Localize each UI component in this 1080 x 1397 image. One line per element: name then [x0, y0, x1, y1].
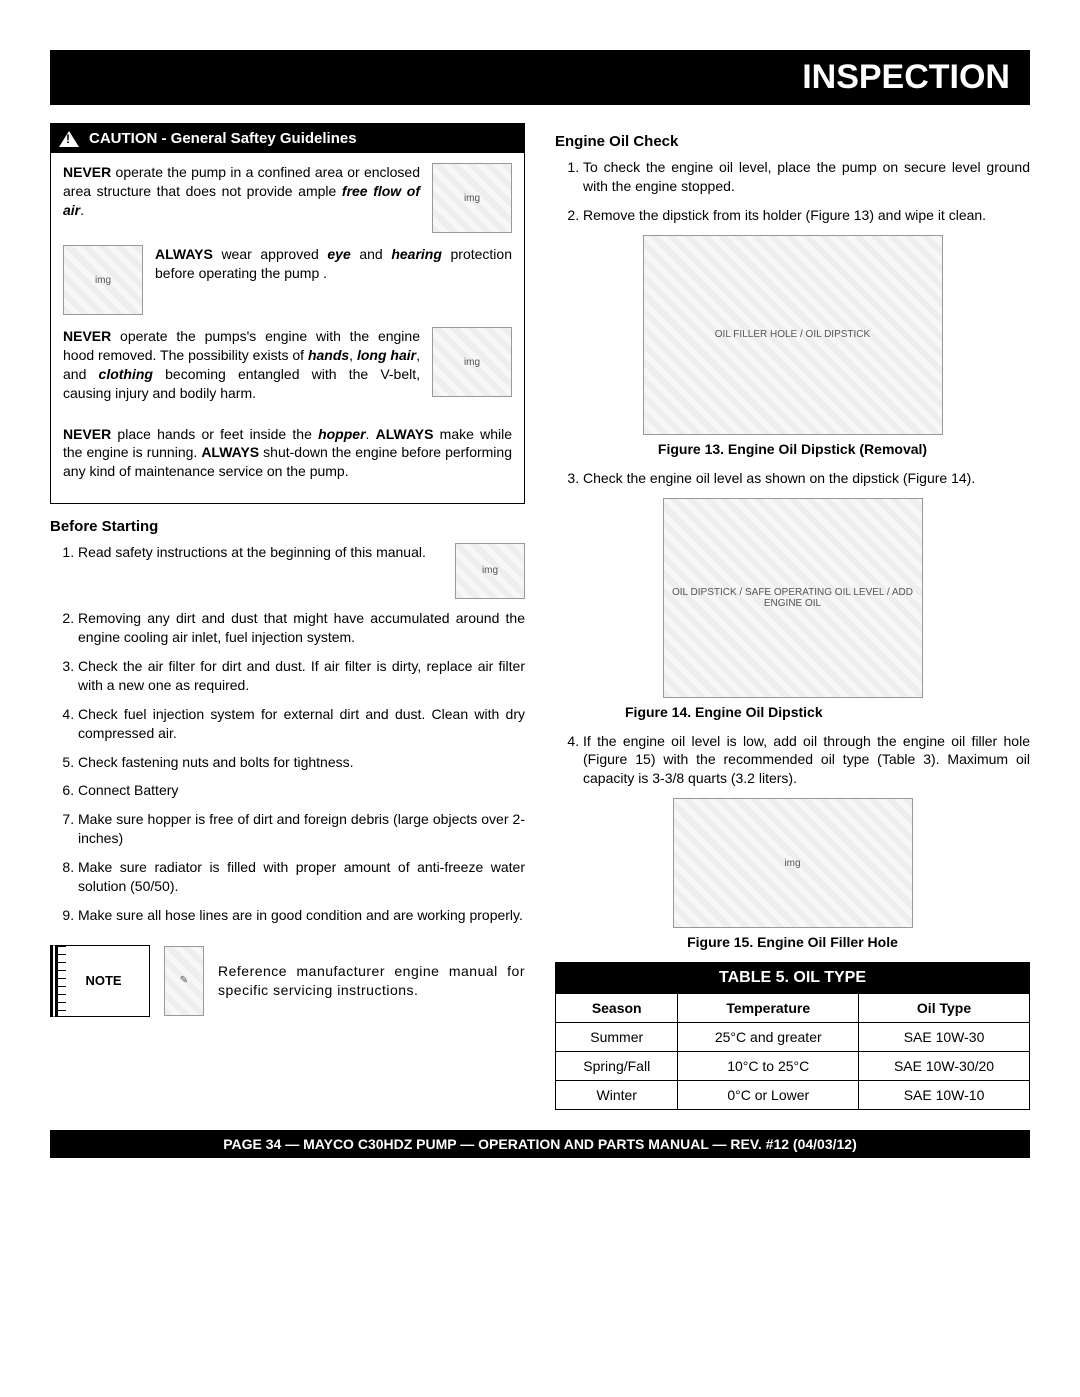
oil-check-header: Engine Oil Check — [555, 133, 1030, 150]
list-item: Check the engine oil level as shown on t… — [583, 469, 1030, 488]
list-item: Check fastening nuts and bolts for tight… — [78, 753, 525, 772]
table-header: Oil Type — [859, 994, 1030, 1023]
caution-box: CAUTION - General Saftey Guidelines NEVE… — [50, 123, 525, 504]
table-header: Temperature — [678, 994, 859, 1023]
belt-hazard-icon: img — [432, 327, 512, 397]
list-item: Make sure all hose lines are in good con… — [78, 906, 525, 925]
pencil-icon: ✎ — [164, 946, 204, 1016]
oil-type-table: TABLE 5. OIL TYPE Season Temperature Oil… — [555, 962, 1030, 1110]
figure-13-image: OIL FILLER HOLE / OIL DIPSTICK — [643, 235, 943, 435]
ppe-icon: img — [63, 245, 143, 315]
list-item: Make sure hopper is free of dirt and for… — [78, 810, 525, 848]
footer-text: PAGE 34 — MAYCO C30HDZ PUMP — OPERATION … — [223, 1136, 857, 1152]
figure-15-image: img — [673, 798, 913, 928]
read-manual-icon: img — [455, 543, 525, 599]
before-starting-list: Read safety instructions at the beginnin… — [50, 543, 525, 925]
right-column: Engine Oil Check To check the engine oil… — [555, 123, 1030, 1110]
confined-area-icon: img — [432, 163, 512, 233]
figure-15-caption: Figure 15. Engine Oil Filler Hole — [555, 934, 1030, 950]
guideline-2-text: ALWAYS wear approved eye and hearing pro… — [155, 245, 512, 283]
list-item: Connect Battery — [78, 781, 525, 800]
guideline-3: NEVER operate the pumps's engine with th… — [63, 327, 512, 413]
warning-triangle-icon — [59, 131, 79, 147]
page-title: INSPECTION — [802, 58, 1010, 96]
figure-14-caption: Figure 14. Engine Oil Dipstick — [625, 704, 1030, 720]
guideline-1-text: NEVER operate the pump in a confined are… — [63, 163, 420, 220]
table-row: Winter 0°C or Lower SAE 10W-10 — [556, 1081, 1030, 1110]
list-item: Check fuel injection system for external… — [78, 705, 525, 743]
table-row: Summer 25°C and greater SAE 10W-30 — [556, 1023, 1030, 1052]
guideline-4-text: NEVER place hands or feet inside the hop… — [63, 425, 512, 482]
page-title-bar: INSPECTION — [50, 50, 1030, 105]
table-title: TABLE 5. OIL TYPE — [556, 963, 1030, 994]
list-item: Make sure radiator is filled with proper… — [78, 858, 525, 896]
oil-check-list-2: Check the engine oil level as shown on t… — [555, 469, 1030, 488]
left-column: CAUTION - General Saftey Guidelines NEVE… — [50, 123, 525, 1110]
figure-14-image: OIL DIPSTICK / SAFE OPERATING OIL LEVEL … — [663, 498, 923, 698]
table-row: Spring/Fall 10°C to 25°C SAE 10W-30/20 — [556, 1052, 1030, 1081]
footer-bar: PAGE 34 — MAYCO C30HDZ PUMP — OPERATION … — [50, 1130, 1030, 1158]
guideline-1: NEVER operate the pump in a confined are… — [63, 163, 512, 233]
oil-check-list: To check the engine oil level, place the… — [555, 158, 1030, 225]
caution-header: CAUTION - General Saftey Guidelines — [51, 124, 524, 153]
guideline-2: img ALWAYS wear approved eye and hearing… — [63, 245, 512, 315]
oil-check-list-3: If the engine oil level is low, add oil … — [555, 732, 1030, 789]
before-starting-header: Before Starting — [50, 518, 525, 535]
note-text: Reference manufacturer engine manual for… — [218, 962, 525, 1000]
list-item: Check the air filter for dirt and dust. … — [78, 657, 525, 695]
main-columns: CAUTION - General Saftey Guidelines NEVE… — [50, 123, 1030, 1110]
table-header: Season — [556, 994, 678, 1023]
list-item: To check the engine oil level, place the… — [583, 158, 1030, 196]
list-item: Remove the dipstick from its holder (Fig… — [583, 206, 1030, 225]
note-label: NOTE — [85, 973, 121, 988]
note-row: NOTE ✎ Reference manufacturer engine man… — [50, 945, 525, 1017]
guideline-3-text: NEVER operate the pumps's engine with th… — [63, 327, 420, 403]
list-item: If the engine oil level is low, add oil … — [583, 732, 1030, 789]
note-box: NOTE — [50, 945, 150, 1017]
list-item: Removing any dirt and dust that might ha… — [78, 609, 525, 647]
list-item: Read safety instructions at the beginnin… — [78, 543, 525, 599]
figure-13-caption: Figure 13. Engine Oil Dipstick (Removal) — [555, 441, 1030, 457]
caution-header-text: CAUTION - General Saftey Guidelines — [89, 130, 357, 147]
